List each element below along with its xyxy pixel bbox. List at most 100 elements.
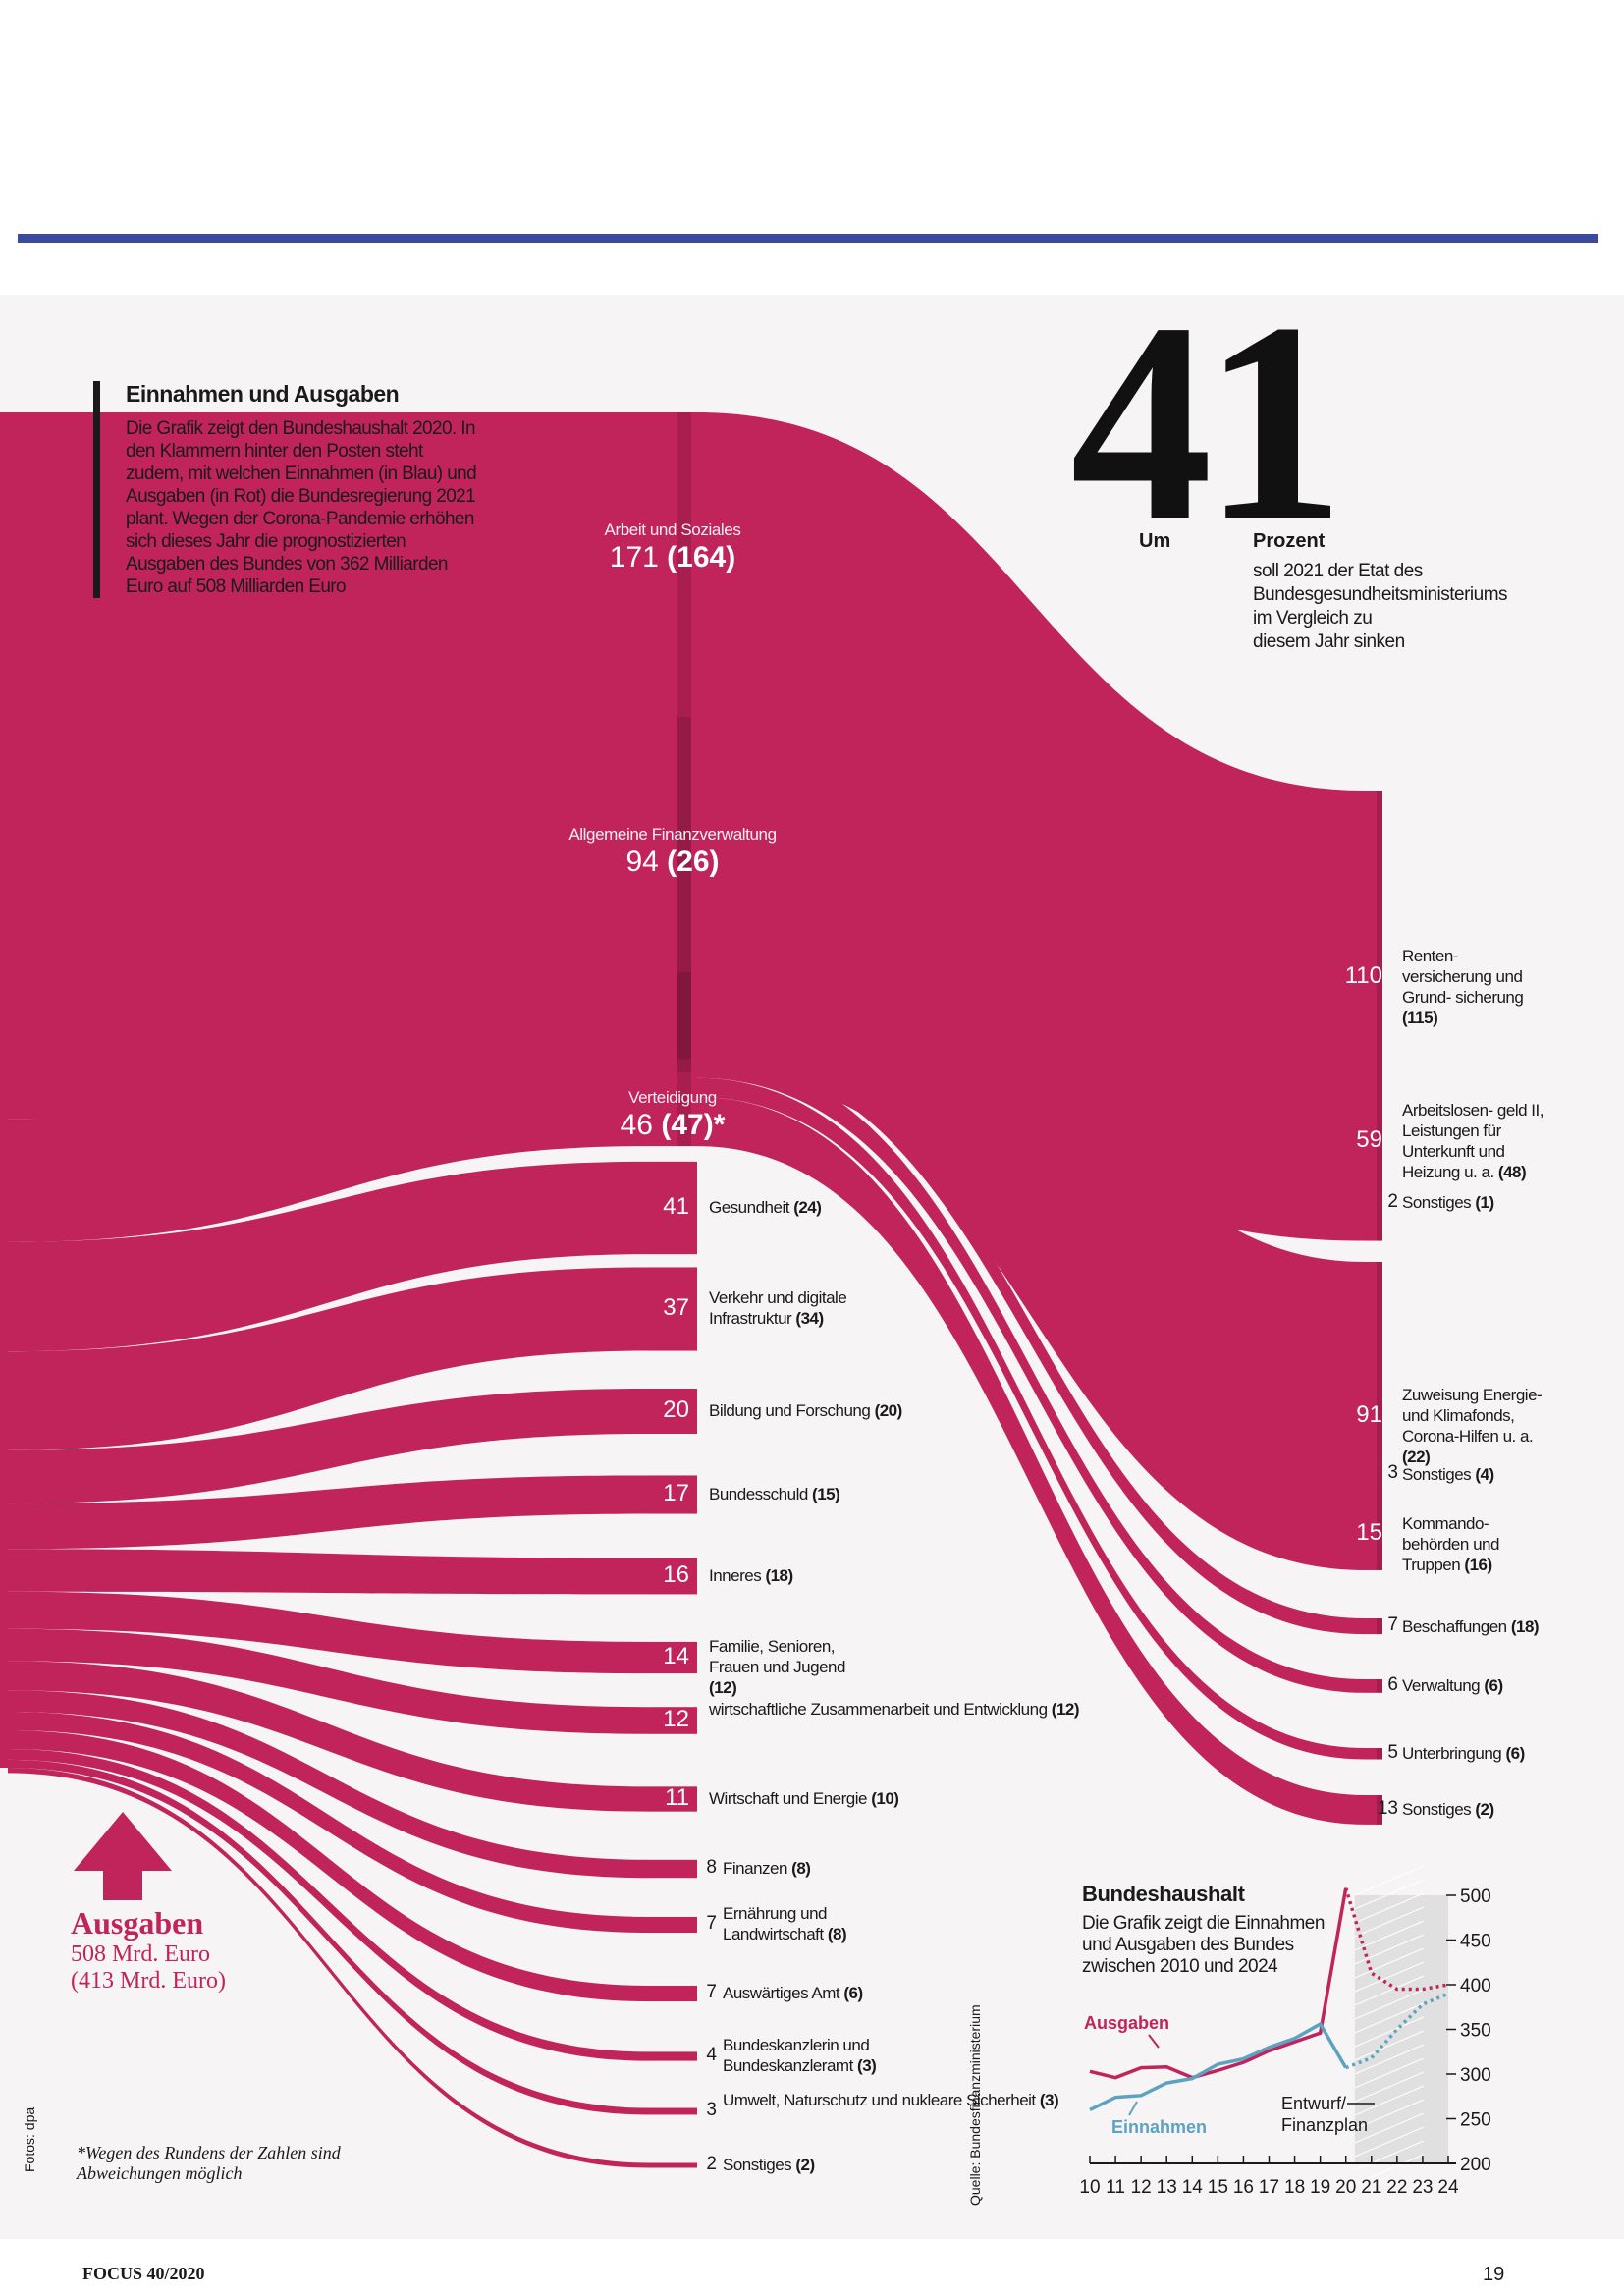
- category-label-verteidigung: Verteidigung 46 (47)*: [540, 1088, 805, 1143]
- category-name: Allgemeine Finanzverwaltung: [568, 825, 777, 844]
- label-2021: (18): [1510, 1616, 1540, 1636]
- bar-shade-1: [677, 717, 691, 1072]
- category-value-sonstiges-main: 2: [706, 2154, 717, 2174]
- category-label-arbeit-und-soziales: Arbeit und Soziales 171 (164): [540, 520, 805, 575]
- subitem-value-2: 2: [1387, 1190, 1398, 1212]
- label-text: Auswärtiges Amt: [723, 1984, 844, 2002]
- bar-ernährung-und-landwirtschaft: [648, 1916, 697, 1934]
- subitem-label-1: Arbeitslosen- geld II, Leistungen für Un…: [1402, 1100, 1549, 1182]
- x-tick-label-10: 10: [1079, 2177, 1100, 2198]
- subitem-label-2: Sonstiges (1): [1402, 1192, 1569, 1213]
- category-label-familie-senioren-frauen-und-jugend: Familie, Senioren, Frauen und Jugend (12…: [709, 1636, 866, 1698]
- label-text: Verkehr und digitale Infrastruktur: [709, 1288, 847, 1328]
- bar-shade-0: [677, 412, 691, 1060]
- label-2021: (12): [1051, 1700, 1080, 1719]
- subitem-value-9: 13: [1377, 1797, 1398, 1819]
- flow-sonstiges-main: [8, 1768, 648, 2168]
- subbar-shade-5: [1377, 1517, 1382, 1552]
- forecast-hatch-10: [1354, 2002, 1425, 2034]
- subitem-value-1: 59: [1356, 1125, 1382, 1153]
- label-2021: (22): [1402, 1448, 1431, 1467]
- label-text: Gesundheit: [709, 1198, 794, 1217]
- subbar-shade-1: [1377, 1041, 1382, 1241]
- subflow-verteidigung-9: [697, 1097, 1365, 1825]
- x-tick-label-22: 22: [1386, 2177, 1407, 2198]
- subbar-shade-0: [1377, 791, 1382, 1164]
- x-tick-label-24: 24: [1437, 2177, 1459, 2198]
- highlight-text: soll 2021 der Etat des Bundesgesundheits…: [1253, 561, 1508, 652]
- category-label-verkehr-und-digitale-infrastruktur: Verkehr und digitale Infrastruktur (34): [709, 1287, 866, 1329]
- highlight-number: 41: [1070, 264, 1345, 579]
- subitem-value-4: 3: [1387, 1462, 1398, 1484]
- forecast-hatch-19: [1354, 2126, 1425, 2158]
- subitem-label-9: Sonstiges (2): [1402, 1799, 1569, 1820]
- label-2021: (1): [1475, 1193, 1494, 1212]
- forecast-hatch-4: [1354, 1920, 1425, 1951]
- category-label-finanzen: Finanzen (8): [723, 1858, 1076, 1879]
- x-tick-label-23: 23: [1412, 2177, 1433, 2198]
- category-label-sonstiges-main: Sonstiges (2): [723, 2155, 1076, 2175]
- ausgaben-arrow-icon: [74, 1812, 172, 1900]
- category-value: 94 (26): [540, 845, 805, 880]
- subitem-label-5: Kommando- behörden und Truppen (16): [1402, 1513, 1549, 1575]
- flow-auswärtiges-amt: [8, 1729, 648, 2002]
- x-tick-label-14: 14: [1182, 2177, 1204, 2198]
- intro-box: Einnahmen und Ausgaben Die Grafik zeigt …: [93, 381, 479, 598]
- label-2021: (8): [791, 1859, 811, 1878]
- line-ausgaben: [1089, 1887, 1348, 2080]
- subbar-verteidigung-8: [1365, 1748, 1382, 1760]
- label-2021: (18): [765, 1566, 793, 1585]
- flow-bundeskanzlerin-und-bundeskanzleramt: [8, 1748, 648, 2061]
- forecast-hatch-21: [1354, 2154, 1425, 2185]
- subbar-shade-8: [1377, 1748, 1382, 1760]
- category-label-umwelt-naturschutz-und-nukleare-sicherheit: Umwelt, Naturschutz und nukleare Sicherh…: [723, 2090, 1135, 2110]
- forecast-hatch-0: [1354, 1865, 1425, 1896]
- flow-finanzen: [8, 1690, 648, 1879]
- flow-familie-senioren-frauen-und-jugend: [8, 1591, 648, 1674]
- x-tick-label-17: 17: [1259, 2177, 1279, 2198]
- subflow-allgemeine-finanzverwaltung-3: [697, 717, 1365, 1570]
- flow-verteidigung: [8, 972, 648, 1242]
- forecast-hatch-17: [1354, 2099, 1425, 2130]
- flow-wirtschaft-und-energie: [8, 1661, 648, 1812]
- forecast-hatch-16: [1354, 2085, 1425, 2116]
- y-tick-label-300: 300: [1460, 2065, 1491, 2086]
- y-tick-label-500: 500: [1460, 1886, 1491, 1907]
- label-text: Unterbringung: [1402, 1744, 1506, 1764]
- line-einnahmen-forecast: [1345, 1992, 1449, 2070]
- y-tick-label-400: 400: [1460, 1976, 1491, 1996]
- label-text: Umwelt, Naturschutz und nukleare Sicherh…: [723, 2091, 1040, 2109]
- photo-credit: Fotos: dpa: [22, 2106, 37, 2172]
- category-label-ernährung-und-landwirtschaft: Ernährung und Landwirtschaft (8): [723, 1903, 880, 1944]
- x-tick-label-20: 20: [1335, 2177, 1356, 2198]
- subitem-label-4: Sonstiges (4): [1402, 1464, 1569, 1485]
- top-rule: [18, 234, 1598, 243]
- label-text: Sonstiges: [1402, 1464, 1476, 1484]
- flow-bildung-und-forschung: [8, 1389, 648, 1504]
- category-label-bundeskanzlerin-und-bundeskanzleramt: Bundeskanzlerin und Bundeskanzleramt (3): [723, 2035, 880, 2076]
- category-value-umwelt-naturschutz-und-nukleare-sicherheit: 3: [706, 2100, 717, 2120]
- subbar-shade-2: [1377, 1200, 1382, 1205]
- x-tick-label-16: 16: [1233, 2177, 1254, 2198]
- flow-wirtschaftliche-zusammenarbeit-und-entwicklung: [8, 1628, 648, 1734]
- ausgaben-label: Ausgaben 508 Mrd. Euro (413 Mrd. Euro): [71, 1905, 226, 1995]
- forecast-hatch-11: [1354, 2016, 1425, 2048]
- label-text: Renten- versicherung und Grund- sicherun…: [1402, 947, 1524, 1008]
- category-value: 171 (164): [540, 540, 805, 575]
- label-2021: (48): [1497, 1162, 1527, 1181]
- subitem-label-8: Unterbringung (6): [1402, 1743, 1569, 1764]
- label-text: Sonstiges: [1402, 1193, 1476, 1212]
- subflow-arbeit-und-soziales-0: [697, 412, 1365, 1164]
- flow-verkehr-und-digitale-infrastruktur: [8, 1267, 648, 1450]
- forecast-hatch-1: [1354, 1879, 1425, 1910]
- subbar-verteidigung-5: [1365, 1517, 1382, 1552]
- bar-wirtschaft-und-energie: [648, 1786, 697, 1812]
- value-2020: 171: [609, 541, 668, 574]
- y-tick-label-250: 250: [1460, 2110, 1491, 2131]
- forecast-area: [1354, 1895, 1448, 2163]
- value-2021: (26): [667, 846, 720, 878]
- label-text: Inneres: [709, 1566, 766, 1585]
- subitem-value-5: 15: [1356, 1519, 1382, 1547]
- forecast-label-line2: Finanzplan: [1281, 2115, 1368, 2135]
- ausgaben-total-2021: (413 Mrd. Euro): [71, 1968, 226, 1994]
